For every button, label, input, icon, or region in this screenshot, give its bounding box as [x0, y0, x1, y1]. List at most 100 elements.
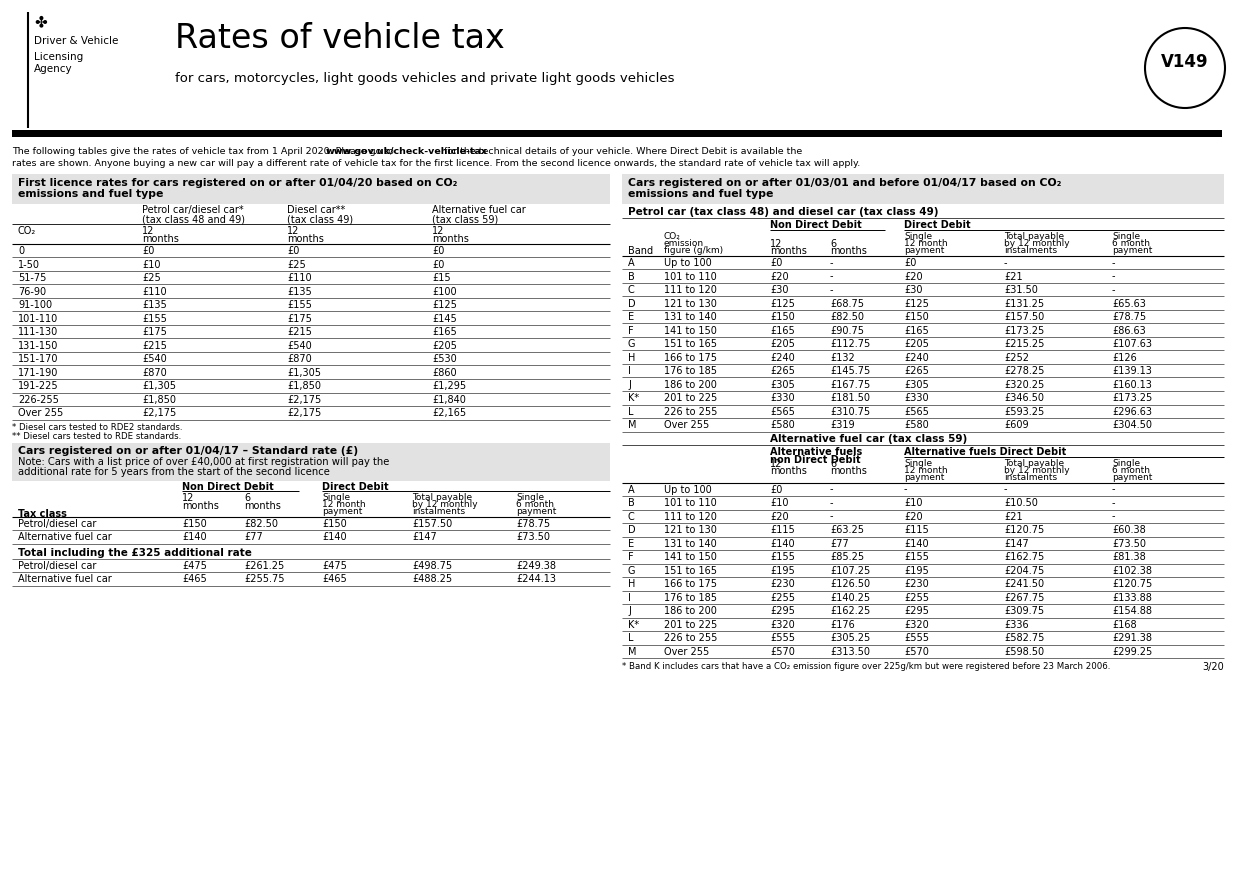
Text: £555: £555	[769, 633, 795, 643]
Text: (tax class 48 and 49): (tax class 48 and 49)	[142, 214, 245, 224]
Text: £181.50: £181.50	[830, 393, 870, 403]
Text: £230: £230	[904, 579, 928, 589]
Text: by 12 monthly: by 12 monthly	[412, 499, 477, 509]
Text: £240: £240	[769, 353, 795, 362]
Text: 121 to 130: 121 to 130	[665, 525, 716, 535]
Text: £313.50: £313.50	[830, 646, 870, 657]
Text: Alternative fuels Direct Debit: Alternative fuels Direct Debit	[904, 447, 1067, 456]
Text: £78.75: £78.75	[515, 518, 550, 529]
Text: £330: £330	[769, 393, 794, 403]
Text: M: M	[628, 420, 636, 430]
Text: Over 255: Over 255	[665, 420, 709, 430]
Text: £10: £10	[904, 498, 922, 508]
Text: F: F	[628, 552, 634, 562]
Text: £21: £21	[1004, 511, 1022, 522]
Text: £157.50: £157.50	[412, 518, 453, 529]
Text: £86.63: £86.63	[1112, 326, 1145, 335]
Text: £125: £125	[904, 299, 928, 308]
Text: £215.25: £215.25	[1004, 339, 1044, 349]
Text: £465: £465	[322, 574, 346, 584]
Text: -: -	[1004, 484, 1007, 495]
Text: 12: 12	[432, 226, 444, 236]
Text: £2,175: £2,175	[287, 408, 322, 418]
Text: Alternative fuel car (tax class 59): Alternative fuel car (tax class 59)	[769, 434, 967, 443]
Text: £139.13: £139.13	[1112, 366, 1152, 376]
Text: J: J	[628, 380, 631, 389]
Text: (tax class 59): (tax class 59)	[432, 214, 498, 224]
Text: £278.25: £278.25	[1004, 366, 1044, 376]
Text: by 12 monthly: by 12 monthly	[1004, 239, 1069, 248]
Text: £160.13: £160.13	[1112, 380, 1152, 389]
Text: 186 to 200: 186 to 200	[665, 606, 716, 616]
Text: Total payable: Total payable	[1004, 458, 1064, 468]
Text: £295: £295	[769, 606, 795, 616]
Text: £330: £330	[904, 393, 928, 403]
Text: -: -	[830, 258, 834, 268]
Text: £100: £100	[432, 287, 456, 296]
Text: £249.38: £249.38	[515, 561, 556, 571]
Text: E: E	[628, 312, 634, 322]
Text: £82.50: £82.50	[244, 518, 277, 529]
Text: Petrol car/diesel car*: Petrol car/diesel car*	[142, 205, 244, 215]
Text: £155: £155	[769, 552, 795, 562]
Text: 12 month: 12 month	[904, 239, 948, 248]
Text: £860: £860	[432, 368, 456, 377]
Text: £593.25: £593.25	[1004, 407, 1044, 416]
Text: rates are shown. Anyone buying a new car will pay a different rate of vehicle ta: rates are shown. Anyone buying a new car…	[12, 159, 861, 168]
Text: J: J	[628, 606, 631, 616]
Text: 1-50: 1-50	[18, 260, 39, 269]
Text: £870: £870	[287, 354, 312, 364]
Text: 226 to 255: 226 to 255	[665, 407, 718, 416]
Text: £90.75: £90.75	[830, 326, 864, 335]
Text: 12: 12	[769, 458, 783, 469]
Text: payment: payment	[1112, 472, 1153, 482]
Text: £205: £205	[904, 339, 928, 349]
Text: 6 month: 6 month	[515, 499, 554, 509]
Text: M: M	[628, 646, 636, 657]
Text: Up to 100: Up to 100	[665, 484, 711, 495]
Text: 12: 12	[769, 239, 783, 249]
Text: £265: £265	[769, 366, 795, 376]
Text: 111-130: 111-130	[18, 327, 58, 337]
Text: £125: £125	[769, 299, 795, 308]
Text: E: E	[628, 538, 634, 549]
Text: G: G	[628, 565, 635, 576]
Text: £267.75: £267.75	[1004, 592, 1044, 603]
Text: Cars registered on or after 01/03/01 and before 01/04/17 based on CO₂: Cars registered on or after 01/03/01 and…	[628, 178, 1062, 188]
Text: £540: £540	[142, 354, 166, 364]
Text: £140: £140	[904, 538, 928, 549]
Text: Alternative fuel car: Alternative fuel car	[432, 205, 525, 215]
Text: 131 to 140: 131 to 140	[665, 312, 716, 322]
Text: months: months	[142, 234, 179, 244]
Text: £0: £0	[432, 260, 444, 269]
Text: £195: £195	[769, 565, 795, 576]
Text: Over 255: Over 255	[665, 646, 709, 657]
Text: £555: £555	[904, 633, 928, 643]
Text: -: -	[904, 484, 907, 495]
Text: Alternative fuel car: Alternative fuel car	[18, 574, 112, 584]
Text: Tax class: Tax class	[18, 509, 67, 518]
Text: instalments: instalments	[412, 507, 465, 516]
Text: £582.75: £582.75	[1004, 633, 1044, 643]
Text: 111 to 120: 111 to 120	[665, 285, 716, 295]
Text: £291.38: £291.38	[1112, 633, 1152, 643]
Text: £25: £25	[287, 260, 306, 269]
Text: H: H	[628, 353, 635, 362]
Text: £30: £30	[769, 285, 788, 295]
Text: 12: 12	[142, 226, 154, 236]
Text: £125: £125	[432, 300, 457, 310]
Text: £598.50: £598.50	[1004, 646, 1044, 657]
Text: -: -	[1112, 484, 1116, 495]
Text: £165: £165	[769, 326, 795, 335]
Text: £110: £110	[287, 273, 312, 283]
Text: 6: 6	[244, 492, 250, 503]
Text: £215: £215	[142, 341, 166, 350]
Text: £31.50: £31.50	[1004, 285, 1038, 295]
Text: Single: Single	[322, 492, 350, 502]
Text: 186 to 200: 186 to 200	[665, 380, 716, 389]
Text: 171-190: 171-190	[18, 368, 58, 377]
Text: Note: Cars with a list price of over £40,000 at first registration will pay the: Note: Cars with a list price of over £40…	[18, 456, 390, 467]
Text: £107.25: £107.25	[830, 565, 870, 576]
Text: £10.50: £10.50	[1004, 498, 1038, 508]
Circle shape	[1145, 28, 1226, 108]
